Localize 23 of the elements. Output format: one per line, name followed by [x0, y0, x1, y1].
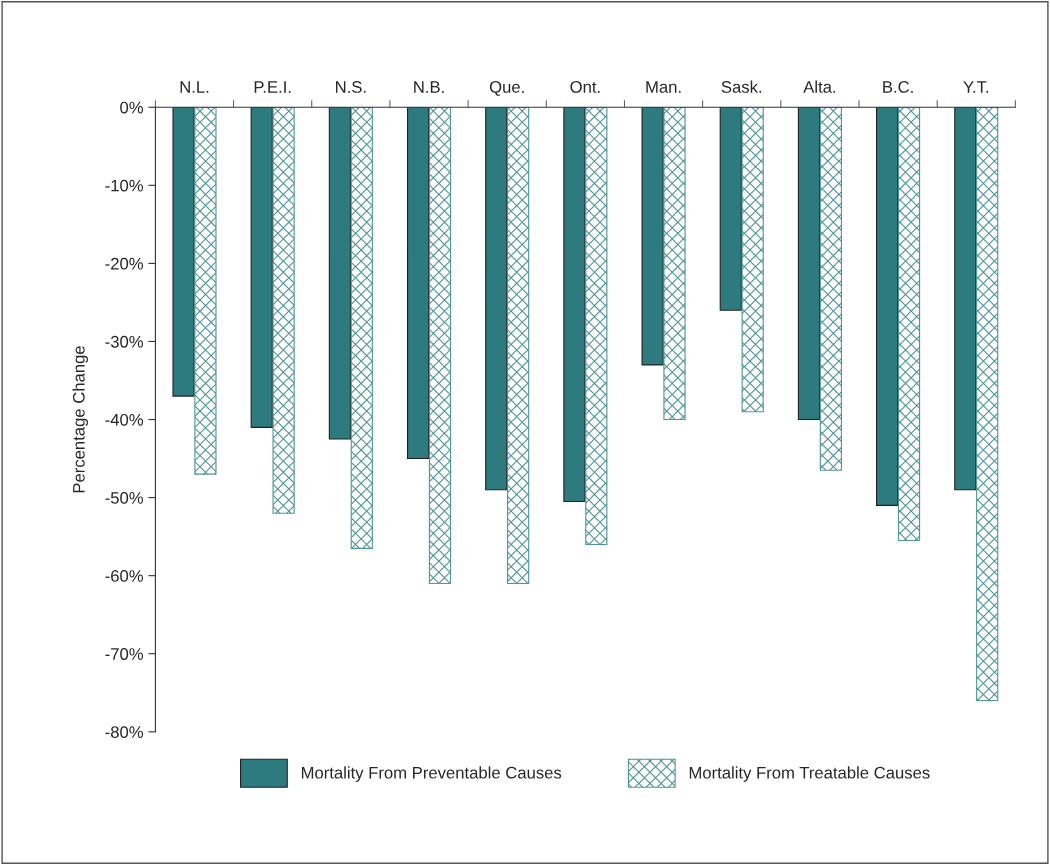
- y-tick-label: -30%: [105, 335, 143, 348]
- x-tick-label: N.L.: [180, 81, 209, 93]
- y-tick-label: 0%: [120, 101, 143, 114]
- y-tick-label: -50%: [105, 491, 143, 504]
- y-tick-label: -40%: [105, 413, 143, 426]
- x-tick-label: Sask.: [721, 80, 762, 93]
- x-tick-label: P.E.I.: [254, 81, 291, 93]
- x-tick-label: N.B.: [414, 81, 444, 93]
- x-tick-label: Y.T.: [963, 81, 989, 93]
- y-axis-title: Percentage Change: [72, 346, 89, 493]
- y-tick-label: -20%: [105, 257, 143, 270]
- legend-label: Mortality From Treatable Causes: [689, 766, 930, 782]
- x-tick-label: Ont.: [570, 81, 600, 93]
- y-tick-label: -80%: [105, 726, 143, 738]
- legend-label: Mortality From Preventable Causes: [301, 766, 562, 782]
- y-tick-label: -70%: [105, 648, 143, 660]
- y-tick-label: -10%: [105, 179, 143, 192]
- y-tick-label: -60%: [105, 570, 143, 582]
- x-tick-label: Que.: [489, 81, 524, 96]
- x-tick-label: Man.: [646, 81, 681, 93]
- x-tick-label: N.S.: [336, 81, 366, 93]
- x-tick-label: B.C.: [883, 81, 913, 93]
- x-tick-label: Alta.: [803, 80, 836, 93]
